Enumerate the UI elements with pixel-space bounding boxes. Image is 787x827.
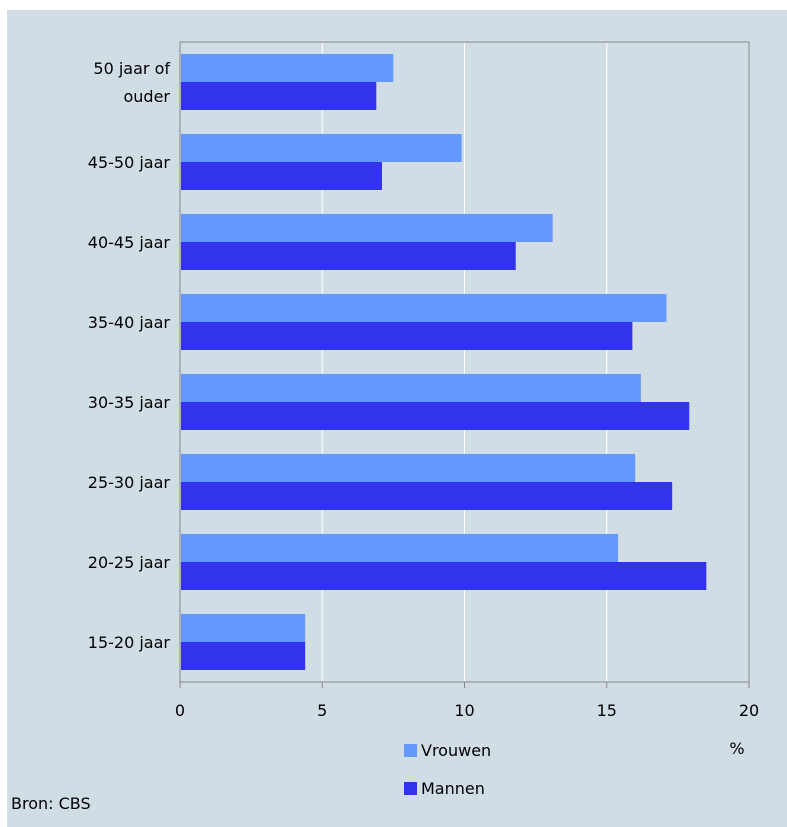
legend: Vrouwen Mannen [404, 741, 491, 798]
category-label: 40-45 jaar [88, 233, 171, 252]
bar-mannen-0 [181, 82, 377, 110]
x-axis-ticks: 0 5 10 15 20 [175, 682, 759, 720]
category-label: ouder [123, 87, 170, 106]
chart: 50 jaar of ouder 45-50 jaar 40-45 jaar 35-40… [7, 10, 787, 827]
bar-mannen-6 [181, 562, 707, 590]
bar-vrouwen-1 [181, 134, 462, 162]
category-label: 45-50 jaar [88, 153, 171, 172]
bar-vrouwen-2 [181, 214, 553, 242]
bar-vrouwen-0 [181, 54, 394, 82]
legend-swatch-vrouwen [404, 744, 417, 757]
category-label: 50 jaar of [93, 59, 170, 78]
category-label: 20-25 jaar [88, 553, 171, 572]
x-tick-label: 5 [317, 701, 327, 720]
category-label: 15-20 jaar [88, 633, 171, 652]
x-tick-label: 10 [454, 701, 474, 720]
bar-chart-svg: 50 jaar of ouder 45-50 jaar 40-45 jaar 35-40… [11, 41, 759, 813]
category-label: 25-30 jaar [88, 473, 171, 492]
bar-vrouwen-7 [181, 614, 306, 642]
category-label: 30-35 jaar [88, 393, 171, 412]
legend-label-vrouwen: Vrouwen [421, 741, 491, 760]
source-label: Bron: CBS [11, 794, 91, 813]
category-label: 35-40 jaar [88, 313, 171, 332]
bar-vrouwen-6 [181, 534, 619, 562]
category-labels: 50 jaar of ouder 45-50 jaar 40-45 jaar 35-40… [88, 59, 171, 652]
legend-label-mannen: Mannen [421, 779, 485, 798]
bar-mannen-2 [181, 242, 516, 270]
x-axis-unit-label: % [729, 739, 744, 758]
bar-mannen-7 [181, 642, 306, 670]
bar-mannen-4 [181, 402, 690, 430]
bar-vrouwen-4 [181, 374, 641, 402]
legend-swatch-mannen [404, 782, 417, 795]
bar-mannen-5 [181, 482, 673, 510]
x-tick-label: 20 [739, 701, 759, 720]
bar-mannen-1 [181, 162, 382, 190]
bar-mannen-3 [181, 322, 633, 350]
bar-vrouwen-5 [181, 454, 636, 482]
bars [181, 54, 707, 670]
x-tick-label: 0 [175, 701, 185, 720]
bar-vrouwen-3 [181, 294, 667, 322]
x-tick-label: 15 [597, 701, 617, 720]
